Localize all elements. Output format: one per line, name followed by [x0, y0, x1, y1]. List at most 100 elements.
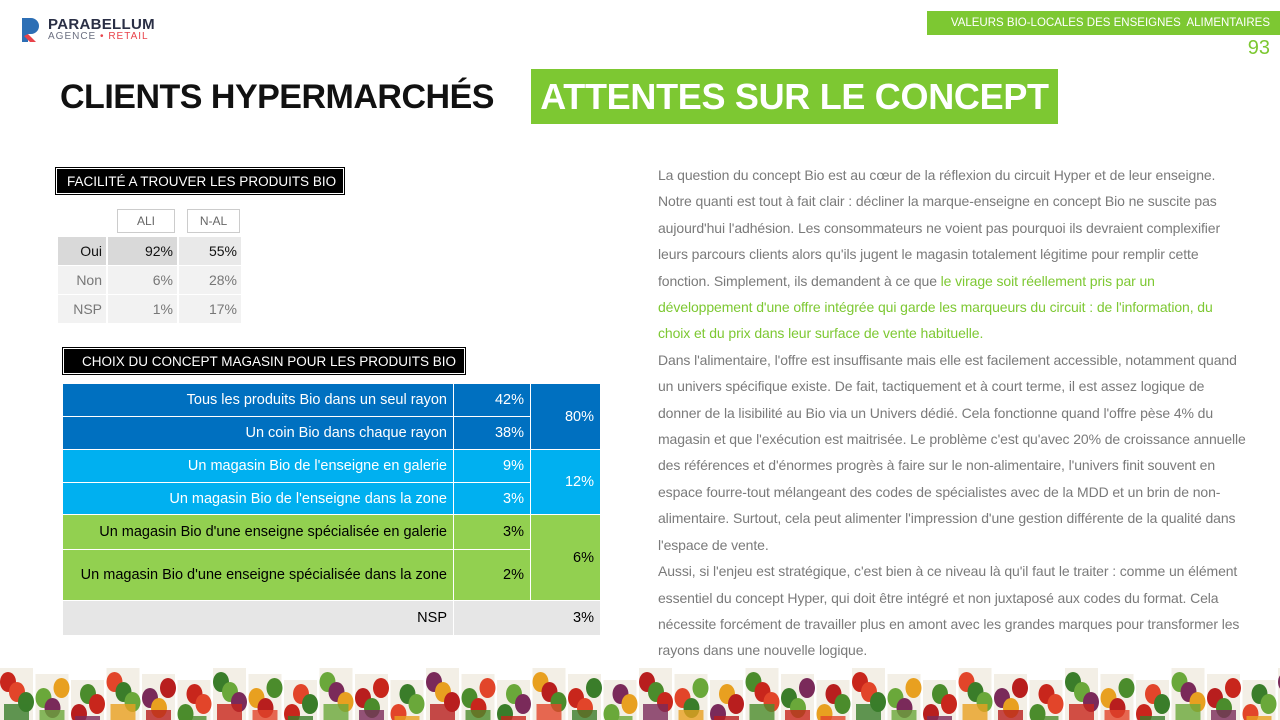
decoration — [1012, 678, 1028, 698]
decoration — [217, 704, 242, 720]
table2: Tous les produits Bio dans un seul rayon… — [62, 383, 601, 636]
cell: 3% — [453, 514, 531, 550]
decoration — [1211, 710, 1236, 720]
title-highlight: ATTENTES SUR LE CONCEPT — [531, 69, 1058, 124]
decoration — [692, 678, 709, 698]
row-label: Non — [58, 266, 106, 294]
decoration — [820, 716, 846, 720]
decoration — [998, 710, 1023, 720]
column-header: N-AL — [187, 209, 240, 233]
decoration — [408, 694, 425, 714]
decoration — [195, 694, 212, 714]
table-row: Un magasin Bio d'une enseigne spécialisé… — [62, 549, 601, 601]
decoration — [89, 694, 105, 714]
text: La question du concept Bio est au cœur d… — [658, 167, 1221, 289]
table-row: NSP 3% — [62, 600, 601, 636]
decoration — [1104, 710, 1130, 720]
decoration — [1260, 694, 1277, 714]
decoration — [678, 710, 704, 720]
group-total: 80% — [530, 383, 601, 450]
row-label: NSP — [62, 600, 454, 636]
decoration — [856, 704, 881, 720]
paragraph: Dans l'alimentaire, l'offre est insuffis… — [658, 351, 1246, 553]
decoration — [1047, 694, 1064, 714]
decoration — [1154, 694, 1170, 714]
row-label: Un magasin Bio de l'enseigne en galerie — [62, 449, 454, 483]
decoration — [621, 694, 638, 714]
logo-agency: AGENCE — [48, 31, 97, 42]
decoration — [536, 704, 562, 720]
column-header: ALI — [117, 209, 175, 233]
paragraph: Aussi, si l'enjeu est stratégique, c'est… — [658, 563, 1240, 659]
cell: 55% — [179, 237, 241, 265]
row-label: Un magasin Bio d'une enseigne spécialisé… — [62, 549, 454, 601]
cell: 1% — [108, 295, 177, 323]
vegetable-band — [0, 668, 1280, 720]
decoration — [373, 678, 389, 698]
cell: 28% — [179, 266, 241, 294]
decoration — [834, 694, 851, 714]
cell: 2% — [453, 549, 531, 601]
decoration — [359, 710, 384, 720]
title: CLIENTS HYPERMARCHÉS — [60, 78, 494, 116]
decoration — [465, 710, 491, 720]
decoration — [586, 678, 602, 698]
decoration — [4, 704, 29, 720]
row-label: NSP — [58, 295, 106, 323]
decoration — [1118, 678, 1135, 698]
cell: 9% — [453, 449, 531, 483]
decoration — [266, 678, 283, 698]
decoration — [714, 716, 739, 720]
decoration — [1175, 704, 1201, 720]
row-label: Un magasin Bio de l'enseigne dans la zon… — [62, 482, 454, 515]
decoration — [146, 710, 171, 720]
decoration — [1278, 668, 1280, 720]
decoration — [1069, 704, 1094, 720]
decoration — [891, 710, 917, 720]
cell: 17% — [179, 295, 241, 323]
row-label: Un magasin Bio d'une enseigne spécialisé… — [62, 514, 454, 550]
table-row: Tous les produits Bio dans un seul rayon… — [62, 383, 601, 450]
cell: 92% — [108, 237, 177, 265]
logo-icon — [22, 18, 39, 42]
cell: 38% — [453, 416, 531, 450]
cell: 3% — [453, 482, 531, 515]
decoration — [323, 704, 349, 720]
decoration — [643, 704, 668, 720]
decoration — [394, 716, 420, 720]
row-label: Un coin Bio dans chaque rayon — [62, 416, 454, 450]
row-label: Oui — [58, 237, 106, 265]
decoration — [53, 678, 70, 698]
header-tag: VALEURS BIO-LOCALES DES ENSEIGNES ALIMEN… — [927, 11, 1280, 35]
logo-retail: RETAIL — [108, 31, 149, 42]
decoration — [288, 716, 313, 720]
decoration — [515, 694, 531, 714]
logo-name: PARABELLUM — [48, 16, 155, 33]
decoration — [479, 678, 496, 698]
decoration — [39, 710, 65, 720]
decoration — [728, 694, 744, 714]
table-row: Un magasin Bio d'une enseigne spécialisé… — [62, 514, 601, 601]
decoration — [252, 710, 278, 720]
decoration — [501, 716, 526, 720]
cell: 42% — [453, 383, 531, 417]
decoration — [302, 694, 318, 714]
group-total: 12% — [530, 449, 601, 515]
table-title: FACILITÉ A TROUVER LES PRODUITS BIO — [55, 167, 345, 195]
decoration — [785, 710, 810, 720]
table-row: Un magasin Bio de l'enseigne en galerie 9… — [62, 449, 601, 515]
decoration — [799, 678, 815, 698]
highlight-text: le virage soit réellement pris par un dé… — [658, 272, 1213, 342]
logo-sub: AGENCE • RETAIL — [48, 31, 149, 42]
decoration — [1140, 716, 1165, 720]
table-row: Un magasin Bio de l'enseigne dans la zon… — [62, 482, 601, 515]
decoration — [607, 716, 633, 720]
cell: 6% — [108, 266, 177, 294]
decoration — [75, 716, 100, 720]
decoration — [927, 716, 952, 720]
cell: 3% — [453, 600, 601, 636]
group-total: 6% — [530, 514, 601, 601]
table-row: Un coin Bio dans chaque rayon 38% — [62, 416, 601, 450]
decoration — [110, 704, 136, 720]
decoration — [160, 678, 176, 698]
